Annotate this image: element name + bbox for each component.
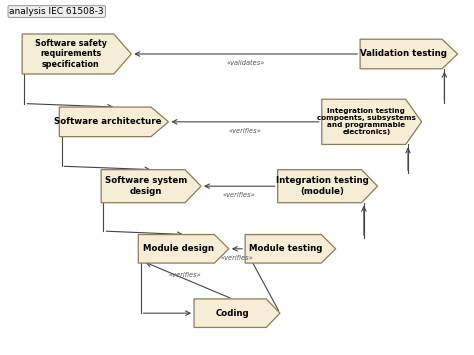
- Text: «validates»: «validates»: [227, 60, 265, 66]
- Text: Integration testing
(module): Integration testing (module): [276, 176, 369, 196]
- Text: Coding: Coding: [216, 309, 249, 318]
- Text: Module testing: Module testing: [249, 244, 322, 253]
- Polygon shape: [138, 235, 229, 263]
- Polygon shape: [360, 39, 457, 69]
- Text: Software system
design: Software system design: [105, 176, 187, 196]
- Polygon shape: [194, 299, 280, 327]
- Text: «verifies»: «verifies»: [220, 255, 254, 261]
- Text: Validation testing: Validation testing: [360, 49, 447, 59]
- Text: Software safety
requirements
specification: Software safety requirements specificati…: [35, 39, 107, 69]
- Text: «verifies»: «verifies»: [169, 272, 202, 278]
- Text: Software architecture: Software architecture: [55, 118, 162, 126]
- Text: «verifies»: «verifies»: [229, 128, 262, 134]
- Text: analysis IEC 61508-3: analysis IEC 61508-3: [9, 7, 104, 16]
- Polygon shape: [322, 99, 422, 144]
- Polygon shape: [59, 107, 168, 137]
- Polygon shape: [101, 170, 201, 203]
- Polygon shape: [278, 170, 377, 203]
- Polygon shape: [22, 34, 131, 74]
- Polygon shape: [245, 235, 336, 263]
- Text: «verifies»: «verifies»: [223, 192, 255, 198]
- Text: Module design: Module design: [143, 244, 214, 253]
- Text: Integration testing
compoents, subsystems
and programmable
electronics): Integration testing compoents, subsystem…: [317, 108, 416, 135]
